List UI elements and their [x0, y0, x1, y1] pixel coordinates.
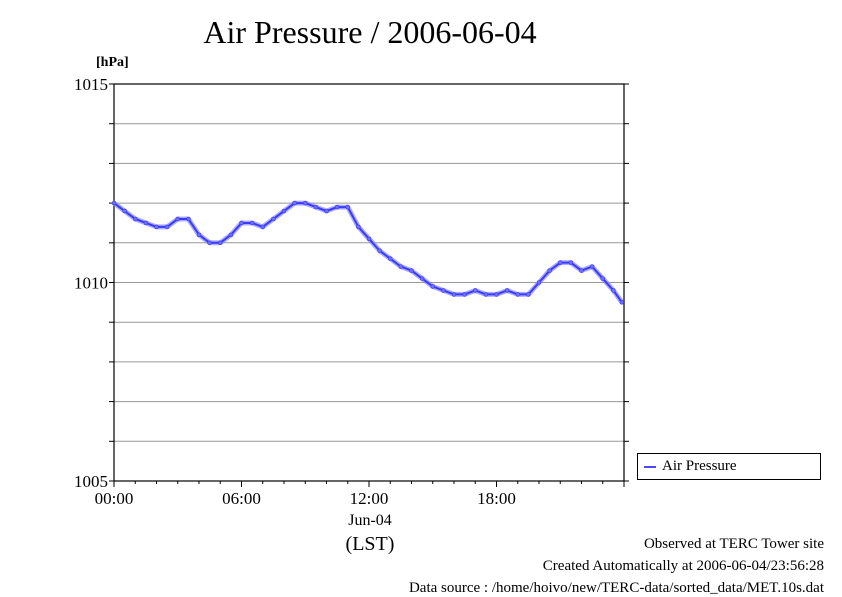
legend-label: Air Pressure [662, 458, 737, 474]
data-point [473, 288, 478, 293]
y-tick-label: 1005 [74, 472, 108, 491]
x-axis-timezone-label: (LST) [345, 533, 395, 555]
data-point [451, 292, 457, 297]
data-point [589, 264, 595, 269]
data-point [547, 268, 552, 273]
data-point [133, 216, 138, 222]
data-point [196, 232, 202, 238]
data-point [430, 284, 435, 289]
data-point [366, 236, 372, 242]
data-point [303, 200, 308, 206]
data-point [579, 268, 584, 273]
x-tick-label: 18:00 [477, 489, 516, 508]
data-point [462, 292, 467, 297]
footer-source: Data source : /home/hoivo/new/TERC-data/… [408, 580, 824, 596]
data-point [281, 208, 287, 214]
legend: Air Pressure [637, 453, 821, 480]
data-point [186, 216, 191, 222]
data-point [345, 204, 350, 210]
legend-swatch [644, 466, 656, 468]
data-point [313, 204, 319, 210]
data-point [377, 248, 382, 253]
data-point [356, 224, 361, 230]
data-point [483, 292, 489, 297]
data-point [218, 240, 223, 246]
data-point [271, 216, 276, 222]
x-tick-label: 00:00 [95, 489, 134, 508]
data-point [409, 268, 414, 273]
data-point [249, 220, 255, 226]
x-axis-date-label: Jun-04 [348, 512, 392, 529]
data-point [143, 220, 149, 226]
data-point [228, 232, 234, 238]
data-point [398, 264, 404, 269]
data-point [239, 220, 244, 226]
y-tick-label: 1010 [74, 274, 108, 293]
data-point [619, 300, 625, 305]
data-point [122, 208, 127, 214]
data-point [175, 216, 180, 222]
x-tick-label: 06:00 [222, 489, 261, 508]
data-point [504, 288, 510, 293]
footer-created: Created Automatically at 2006-06-04/23:5… [542, 558, 824, 574]
data-point [558, 260, 563, 265]
data-point [334, 204, 340, 210]
data-point [611, 288, 616, 293]
data-point [154, 224, 159, 230]
data-point [388, 256, 393, 261]
y-axis-unit: [hPa] [96, 55, 129, 70]
data-point [526, 292, 531, 297]
data-point [111, 200, 117, 206]
data-point [536, 280, 542, 285]
data-point [600, 276, 605, 281]
data-point [164, 224, 170, 230]
data-point [260, 224, 265, 230]
data-point [207, 240, 212, 246]
x-tick-label: 12:00 [350, 489, 389, 508]
data-point [568, 260, 574, 265]
data-point [292, 200, 297, 206]
footer-site: Observed at TERC Tower site [643, 536, 824, 552]
data-point [494, 292, 499, 297]
data-point [515, 292, 520, 297]
chart-title: Air Pressure / 2006-06-04 [203, 14, 537, 50]
data-point [441, 288, 446, 293]
data-point [419, 276, 425, 281]
y-tick-label: 1015 [74, 75, 108, 94]
data-point [324, 208, 329, 214]
